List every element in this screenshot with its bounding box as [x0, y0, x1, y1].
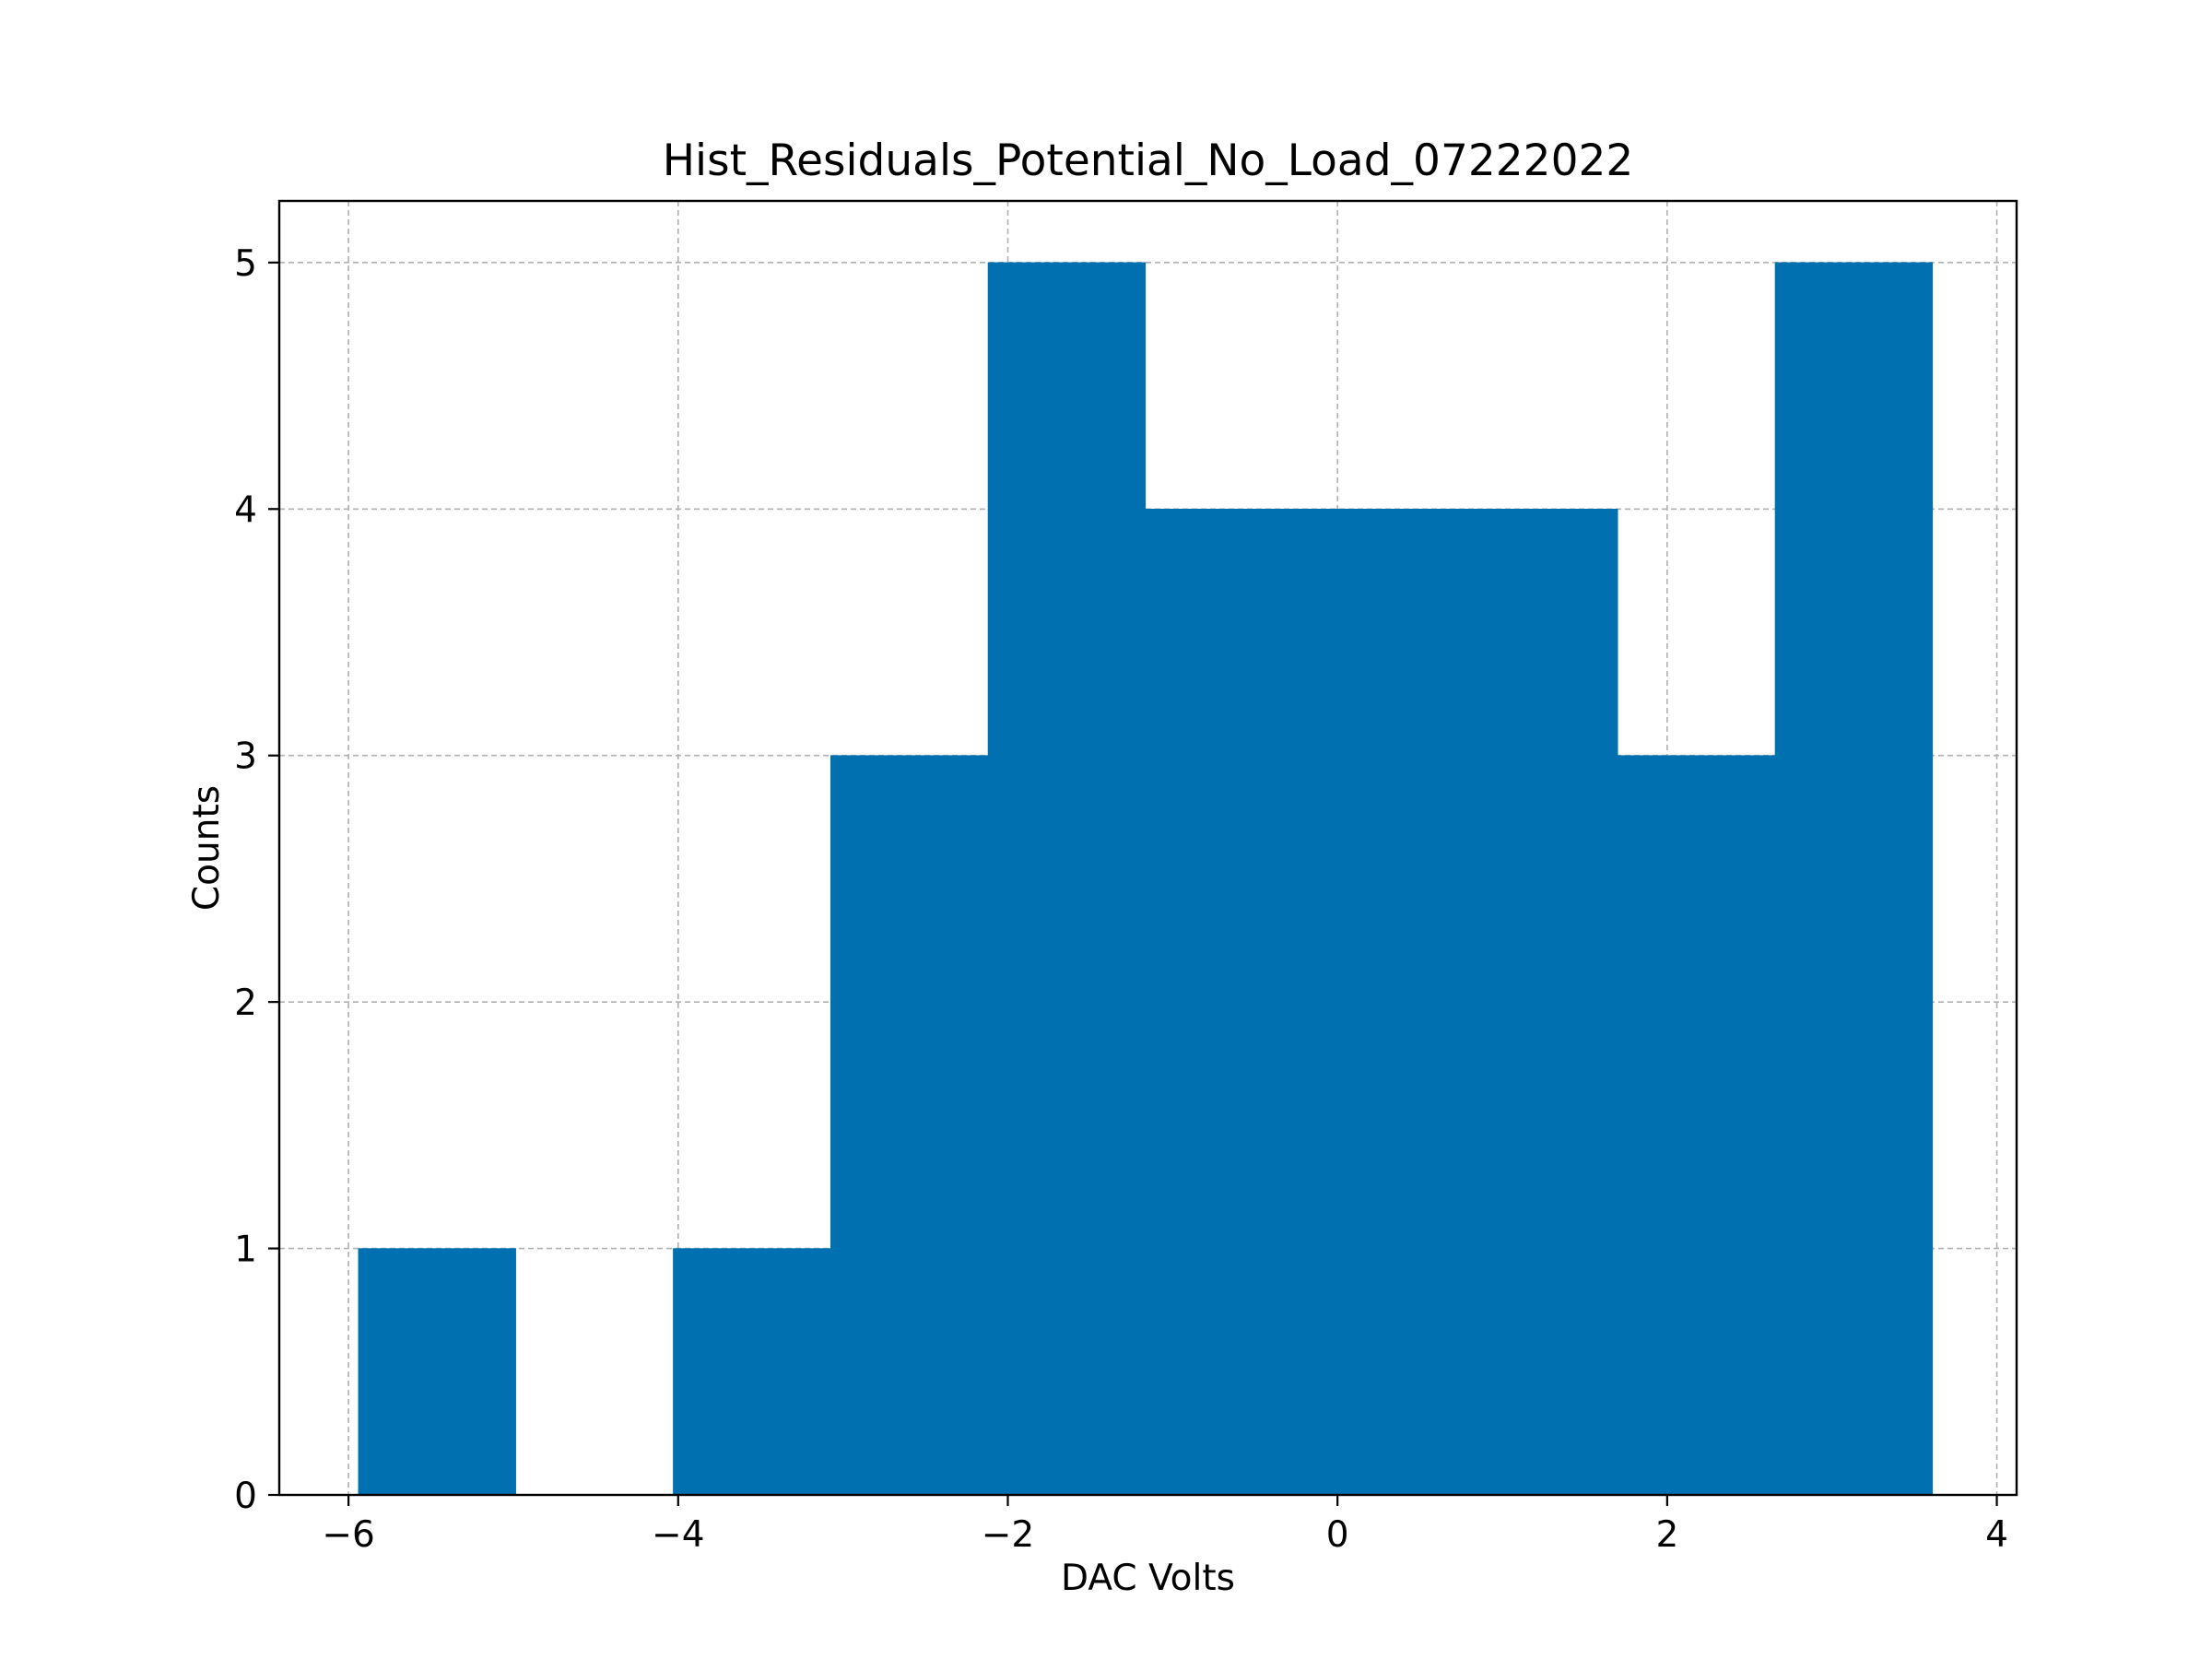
x-tick-label: −2 [982, 1514, 1035, 1556]
x-tick-label: 0 [1326, 1514, 1349, 1556]
y-tick-label: 2 [234, 982, 257, 1024]
chart-title: Hist_Residuals_Potential_No_Load_0722202… [663, 135, 1634, 186]
histogram-bar [987, 262, 1147, 1496]
y-tick-label: 1 [234, 1230, 257, 1271]
y-tick-label: 3 [234, 736, 257, 778]
y-tick-label: 4 [234, 489, 257, 531]
histogram-bar [673, 1248, 831, 1496]
histogram-bar [1460, 508, 1618, 1496]
x-axis-label: DAC Volts [1061, 1558, 1235, 1599]
y-axis-label: Counts [186, 785, 228, 911]
x-tick-label: −4 [652, 1514, 705, 1556]
y-tick-label: 5 [234, 243, 257, 285]
x-tick-label: −6 [322, 1514, 375, 1556]
histogram-bar [358, 1248, 516, 1496]
bars-layer [358, 262, 1934, 1496]
x-tick-label: 2 [1655, 1514, 1678, 1556]
histogram-bar [1617, 755, 1776, 1496]
y-tick-label: 0 [234, 1476, 257, 1517]
histogram-bar [1145, 508, 1303, 1496]
histogram-bar [830, 755, 989, 1496]
x-tick-label: 4 [1985, 1514, 2008, 1556]
histogram-bar [1302, 508, 1461, 1496]
plot-frame [277, 199, 2018, 1497]
histogram-bar [1774, 262, 1934, 1496]
ticks-layer: −6 −4 −2 0 2 4 0 1 2 3 4 5 [234, 243, 2008, 1556]
